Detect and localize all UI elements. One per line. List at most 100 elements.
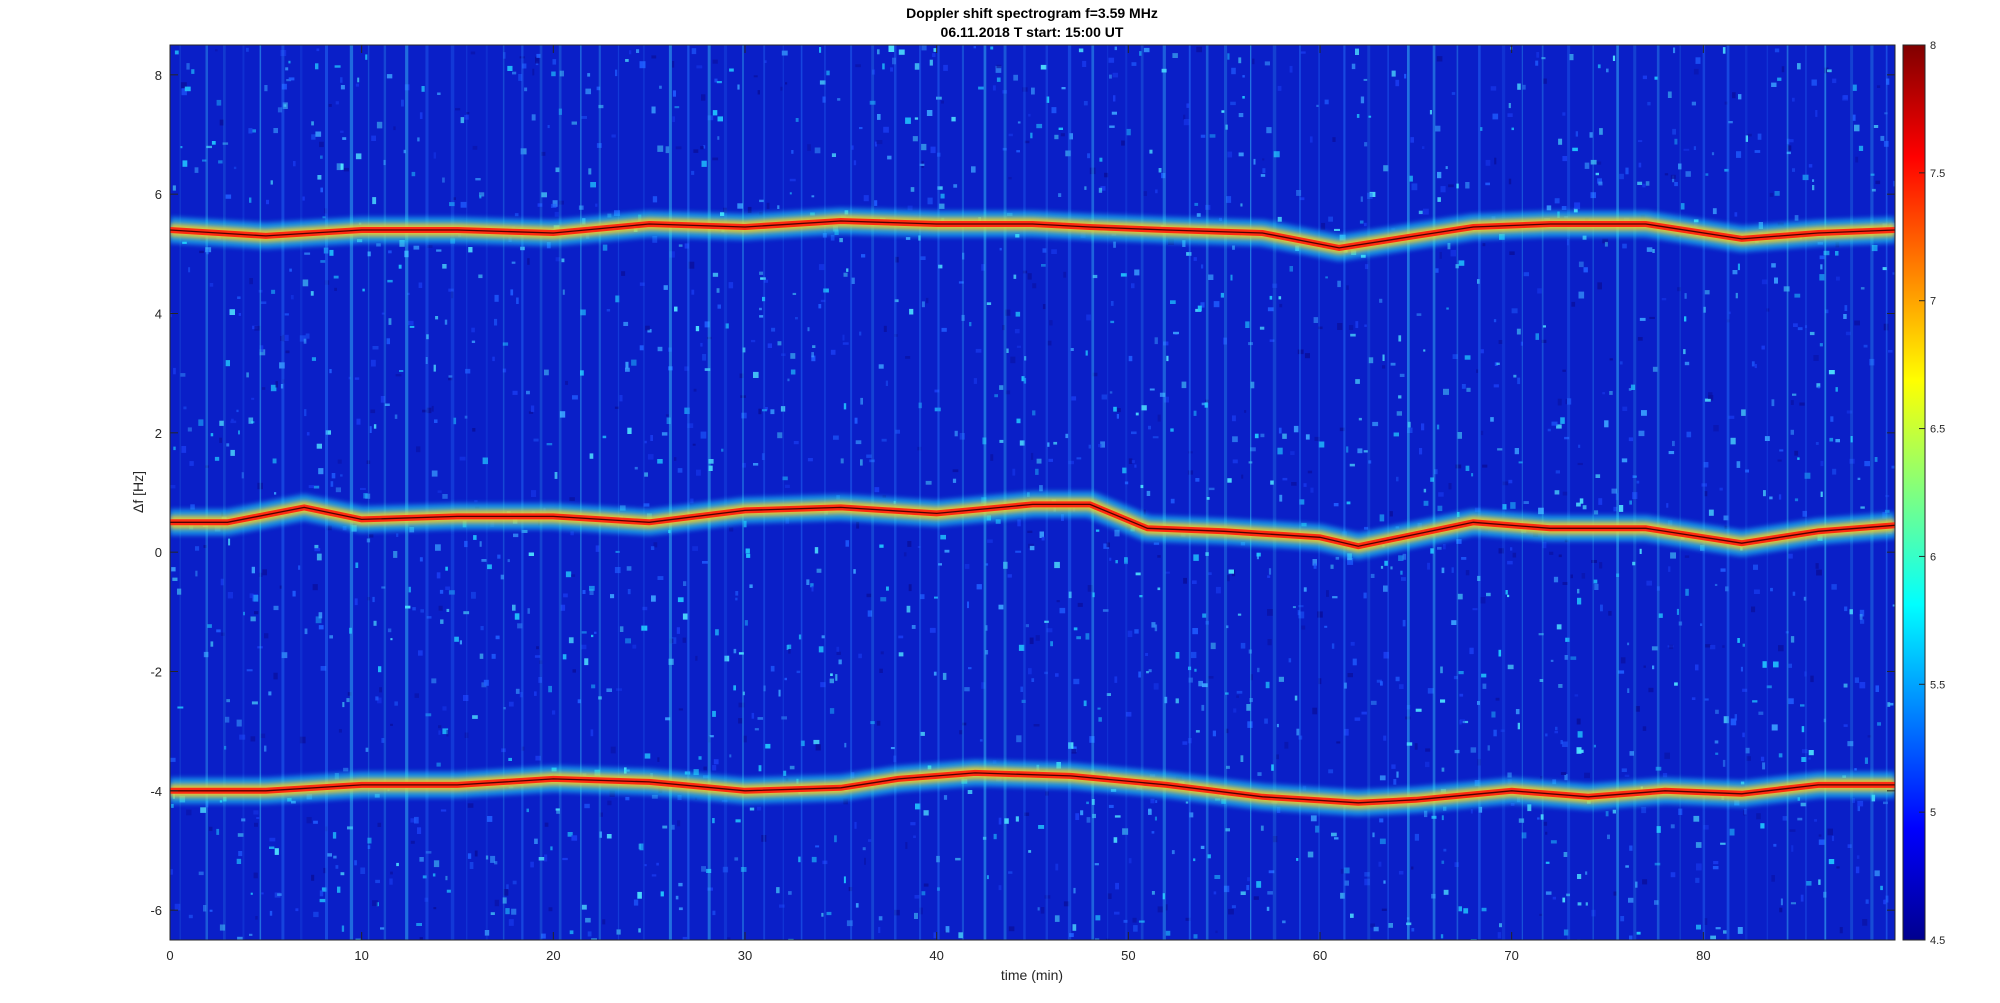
noise-speck xyxy=(1076,636,1081,640)
noise-speck xyxy=(1654,900,1659,905)
noise-speck xyxy=(806,579,810,585)
noise-speck xyxy=(1593,579,1598,584)
noise-speck xyxy=(1393,779,1397,785)
noise-speck xyxy=(1540,814,1544,820)
noise-speck xyxy=(173,367,176,375)
noise-speck xyxy=(908,584,912,592)
noise-speck xyxy=(520,148,527,155)
noise-speck xyxy=(615,550,620,553)
noise-speck xyxy=(1482,683,1487,689)
noise-speck xyxy=(743,735,747,743)
noise-speck xyxy=(189,461,194,466)
noise-speck xyxy=(302,196,305,201)
noise-speck xyxy=(1470,809,1473,814)
noise-speck xyxy=(746,553,751,558)
noise-speck xyxy=(1253,158,1256,165)
noise-speck xyxy=(1260,433,1265,438)
time-stripe xyxy=(1824,45,1827,940)
noise-speck xyxy=(1267,891,1273,895)
noise-speck xyxy=(1656,586,1660,591)
noise-speck xyxy=(1591,909,1596,917)
noise-speck xyxy=(783,770,787,776)
noise-speck xyxy=(366,538,371,543)
noise-speck xyxy=(1725,586,1729,592)
noise-speck xyxy=(890,747,895,750)
noise-speck xyxy=(331,473,336,479)
noise-speck xyxy=(898,49,905,55)
noise-speck xyxy=(544,822,549,827)
x-tick-label: 40 xyxy=(929,948,943,963)
noise-speck xyxy=(1802,174,1809,181)
noise-speck xyxy=(1728,311,1731,315)
noise-speck xyxy=(639,282,645,286)
noise-speck xyxy=(1847,741,1854,747)
noise-speck xyxy=(1794,215,1799,221)
noise-speck xyxy=(701,94,706,101)
noise-speck xyxy=(1039,531,1044,538)
noise-speck xyxy=(751,712,755,719)
noise-speck xyxy=(1510,547,1513,551)
noise-speck xyxy=(1431,815,1437,819)
noise-speck xyxy=(961,314,965,321)
noise-speck xyxy=(1654,76,1658,80)
noise-speck xyxy=(1112,72,1118,78)
noise-speck xyxy=(1545,891,1552,895)
noise-speck xyxy=(372,900,378,907)
noise-speck xyxy=(1437,505,1443,512)
noise-speck xyxy=(1350,641,1355,646)
noise-speck xyxy=(693,388,697,392)
noise-speck xyxy=(1873,125,1879,128)
noise-speck xyxy=(438,730,441,735)
noise-speck xyxy=(1552,896,1556,900)
noise-speck xyxy=(205,800,209,808)
noise-speck xyxy=(1303,587,1307,592)
noise-speck xyxy=(704,368,711,371)
noise-speck xyxy=(596,143,602,148)
noise-speck xyxy=(1269,295,1273,300)
noise-speck xyxy=(1027,530,1033,533)
noise-speck xyxy=(490,855,496,863)
noise-speck xyxy=(249,593,254,599)
noise-speck xyxy=(1190,651,1197,659)
noise-speck xyxy=(383,159,386,166)
noise-speck xyxy=(433,907,437,910)
noise-speck xyxy=(623,321,629,326)
noise-speck xyxy=(1068,460,1074,465)
noise-speck xyxy=(1008,871,1013,874)
noise-speck xyxy=(1347,558,1354,565)
noise-speck xyxy=(1582,235,1587,240)
noise-speck xyxy=(1085,350,1088,356)
noise-speck xyxy=(678,907,683,911)
noise-speck xyxy=(1800,802,1807,807)
noise-speck xyxy=(520,246,525,251)
noise-speck xyxy=(288,60,291,64)
noise-speck xyxy=(1724,168,1729,172)
noise-speck xyxy=(524,87,528,92)
noise-speck xyxy=(171,803,174,808)
noise-speck xyxy=(535,56,540,64)
noise-speck xyxy=(320,187,323,193)
noise-speck xyxy=(1670,872,1676,878)
noise-speck xyxy=(1554,730,1558,734)
noise-speck xyxy=(253,810,259,815)
noise-speck xyxy=(1581,573,1586,579)
noise-speck xyxy=(395,374,402,377)
noise-speck xyxy=(1828,370,1835,375)
noise-speck xyxy=(1794,450,1799,456)
noise-speck xyxy=(379,687,382,693)
noise-speck xyxy=(1455,464,1462,469)
noise-speck xyxy=(767,343,772,348)
noise-speck xyxy=(1370,573,1375,578)
noise-speck xyxy=(1517,722,1520,730)
noise-speck xyxy=(1556,424,1562,429)
noise-speck xyxy=(1031,678,1035,682)
noise-speck xyxy=(995,65,1002,73)
noise-speck xyxy=(1570,656,1577,660)
noise-speck xyxy=(1696,924,1701,930)
noise-speck xyxy=(1793,323,1798,327)
noise-speck xyxy=(536,53,541,58)
noise-speck xyxy=(919,163,925,166)
noise-speck xyxy=(1889,702,1894,706)
colorbar-tick-label: 7.5 xyxy=(1930,168,1945,180)
noise-speck xyxy=(1482,464,1488,468)
